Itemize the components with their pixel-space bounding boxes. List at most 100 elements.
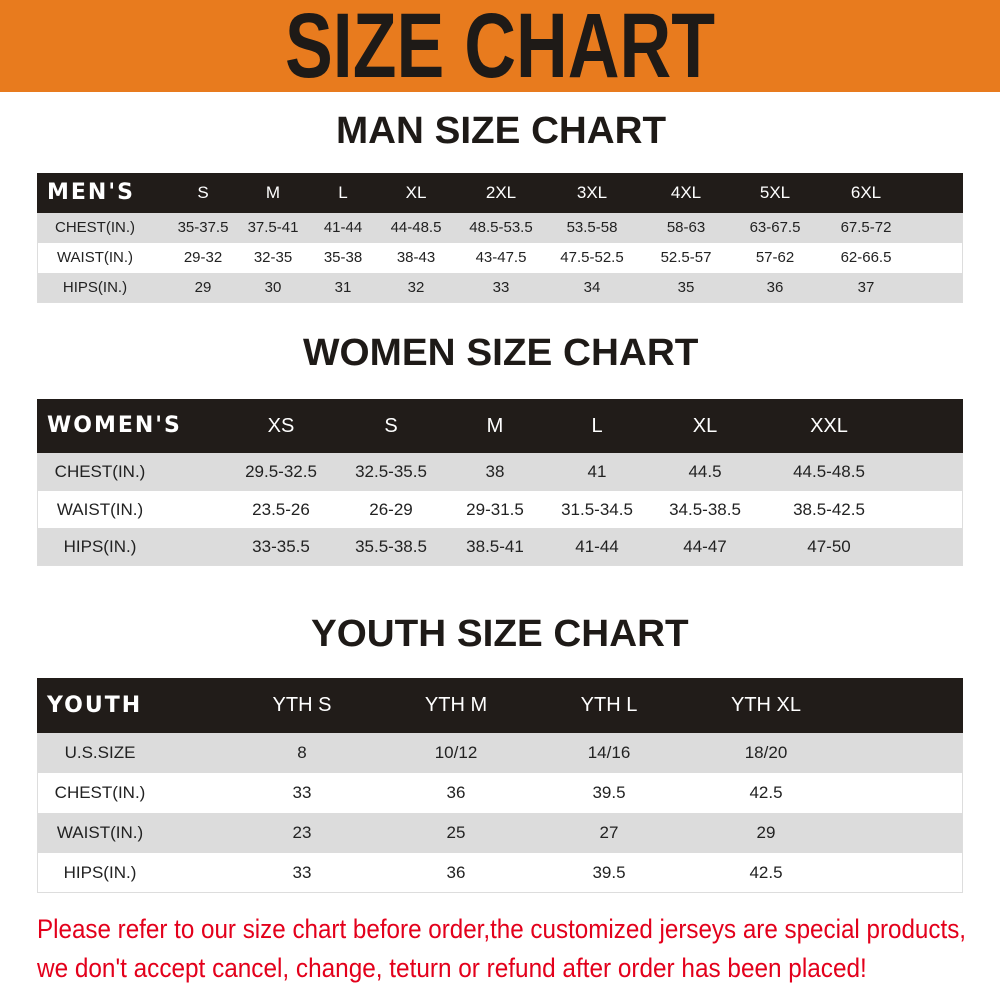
table-cell: 48.5-53.5: [469, 219, 533, 236]
table-cell: 41: [587, 462, 607, 481]
table-row: CHEST(IN.) 35-37.5 37.5-41 41-44 44-48.5 48.5…: [37, 213, 963, 243]
table-cell: 29.5-32.5: [245, 462, 317, 481]
table-cell: 8: [297, 743, 307, 762]
size-header: YTH M: [424, 694, 488, 716]
table-cell: 38-43: [396, 249, 436, 266]
youth-header-row: YOUTH YTH S YTH M YTH L YTH XL: [37, 678, 963, 733]
size-header: XS: [267, 415, 295, 437]
notice-line-1: Please refer to our size chart before or…: [37, 914, 967, 944]
size-header: YTH XL: [730, 694, 802, 716]
table-cell: 10/12: [434, 743, 478, 762]
table-row: HIPS(IN.) 33-35.5 35.5-38.5 38.5-41 41-44 44-…: [37, 528, 963, 566]
table-cell: 36: [766, 279, 784, 296]
table-cell: 38: [485, 462, 505, 481]
table-cell: 39.5: [592, 863, 626, 882]
table-cell: 29: [194, 279, 212, 296]
table-cell: 42.5: [749, 783, 783, 802]
table-cell: 52.5-57: [660, 249, 712, 266]
table-cell: 38.5-41: [466, 537, 524, 556]
table-cell: 32.5-35.5: [355, 462, 427, 481]
table-cell: 57-62: [755, 249, 795, 266]
row-label: HIPS(IN.): [63, 863, 137, 882]
table-cell: 58-63: [666, 219, 706, 236]
size-header: M: [265, 183, 281, 202]
table-cell: 44-48.5: [390, 219, 442, 236]
table-row: CHEST(IN.) 33 36 39.5 42.5: [37, 773, 963, 813]
table-cell: 33: [492, 279, 510, 296]
men-header-row: MEN'S S M L XL 2XL 3XL 4XL 5XL 6XL: [37, 173, 963, 213]
row-label: WAIST(IN.): [56, 499, 144, 519]
size-header: 5XL: [759, 183, 791, 202]
table-cell: 63-67.5: [749, 219, 801, 236]
table-cell: 27: [599, 823, 619, 842]
table-row: U.S.SIZE 8 10/12 14/16 18/20: [37, 733, 963, 773]
table-cell: 18/20: [744, 743, 788, 762]
women-table-border: [37, 453, 963, 566]
table-cell: 32: [407, 279, 425, 296]
size-header: 6XL: [850, 183, 882, 202]
table-cell: 44-47: [683, 537, 727, 556]
table-cell: 42.5: [749, 863, 783, 882]
table-cell: 29: [756, 823, 776, 842]
table-cell: 37: [857, 279, 875, 296]
row-label: CHEST(IN.): [55, 219, 135, 236]
table-row: HIPS(IN.) 29 30 31 32 33 34 35 36 37: [37, 273, 963, 303]
table-cell: 47.5-52.5: [560, 249, 624, 266]
table-cell: 31.5-34.5: [561, 499, 633, 519]
row-label: WAIST(IN.): [56, 823, 144, 842]
notice-line-2: we don't accept cancel, change, teturn o…: [37, 953, 867, 983]
table-row: HIPS(IN.) 33 36 39.5 42.5: [37, 853, 963, 893]
table-cell: 41-44: [575, 537, 619, 556]
table-cell: 36: [446, 863, 466, 882]
table-cell: 32-35: [253, 249, 293, 266]
women-header-label: WOMEN'S: [47, 413, 182, 438]
table-cell: 33: [292, 783, 312, 802]
table-cell: 29-32: [183, 249, 223, 266]
table-cell: 34.5-38.5: [669, 499, 741, 519]
women-header-row: WOMEN'S XS S M L XL XXL: [37, 399, 963, 453]
table-cell: 44.5: [688, 462, 722, 481]
table-cell: 33: [292, 863, 312, 882]
table-cell: 38.5-42.5: [793, 499, 865, 519]
table-cell: 39.5: [592, 783, 626, 802]
size-header: XL: [405, 183, 427, 202]
table-cell: 36: [446, 783, 466, 802]
table-cell: 35.5-38.5: [355, 537, 427, 556]
table-cell: 35: [677, 279, 695, 296]
row-label: HIPS(IN.): [63, 537, 137, 556]
size-header: XXL: [810, 415, 848, 437]
men-section-title: MAN SIZE CHART: [336, 110, 667, 152]
size-header: L: [338, 183, 348, 202]
table-cell: 34: [583, 279, 601, 296]
men-header-label: MEN'S: [47, 180, 135, 205]
youth-section-title: YOUTH SIZE CHART: [311, 613, 689, 655]
men-table-border: [37, 213, 963, 303]
row-label: CHEST(IN.): [54, 462, 146, 481]
page-title: SIZE CHART: [285, 0, 715, 97]
youth-header-label: YOUTH: [47, 693, 143, 718]
women-section-title: WOMEN SIZE CHART: [303, 332, 699, 374]
row-label: HIPS(IN.): [62, 279, 128, 296]
table-cell: 41-44: [323, 219, 363, 236]
table-cell: 14/16: [587, 743, 631, 762]
size-header: S: [384, 415, 398, 437]
size-header: S: [197, 183, 209, 202]
table-row: CHEST(IN.) 29.5-32.5 32.5-35.5 38 41 44.5 44.5…: [37, 453, 963, 491]
table-cell: 44.5-48.5: [793, 462, 865, 481]
table-cell: 33-35.5: [252, 537, 310, 556]
table-cell: 35-37.5: [177, 219, 229, 236]
size-header: 4XL: [670, 183, 702, 202]
row-label: CHEST(IN.): [54, 783, 146, 802]
size-header: YTH L: [580, 694, 638, 716]
size-header: XL: [692, 415, 718, 437]
size-header: L: [591, 415, 603, 437]
table-cell: 29-31.5: [466, 499, 524, 519]
table-cell: 30: [264, 279, 282, 296]
table-cell: 37.5-41: [247, 219, 299, 236]
table-cell: 23.5-26: [252, 499, 310, 519]
table-row: WAIST(IN.) 23.5-26 26-29 29-31.5 31.5-34.5 34…: [37, 490, 963, 528]
table-cell: 23: [292, 823, 312, 842]
row-label: U.S.SIZE: [64, 743, 136, 762]
table-cell: 67.5-72: [840, 219, 892, 236]
table-cell: 47-50: [807, 537, 851, 556]
